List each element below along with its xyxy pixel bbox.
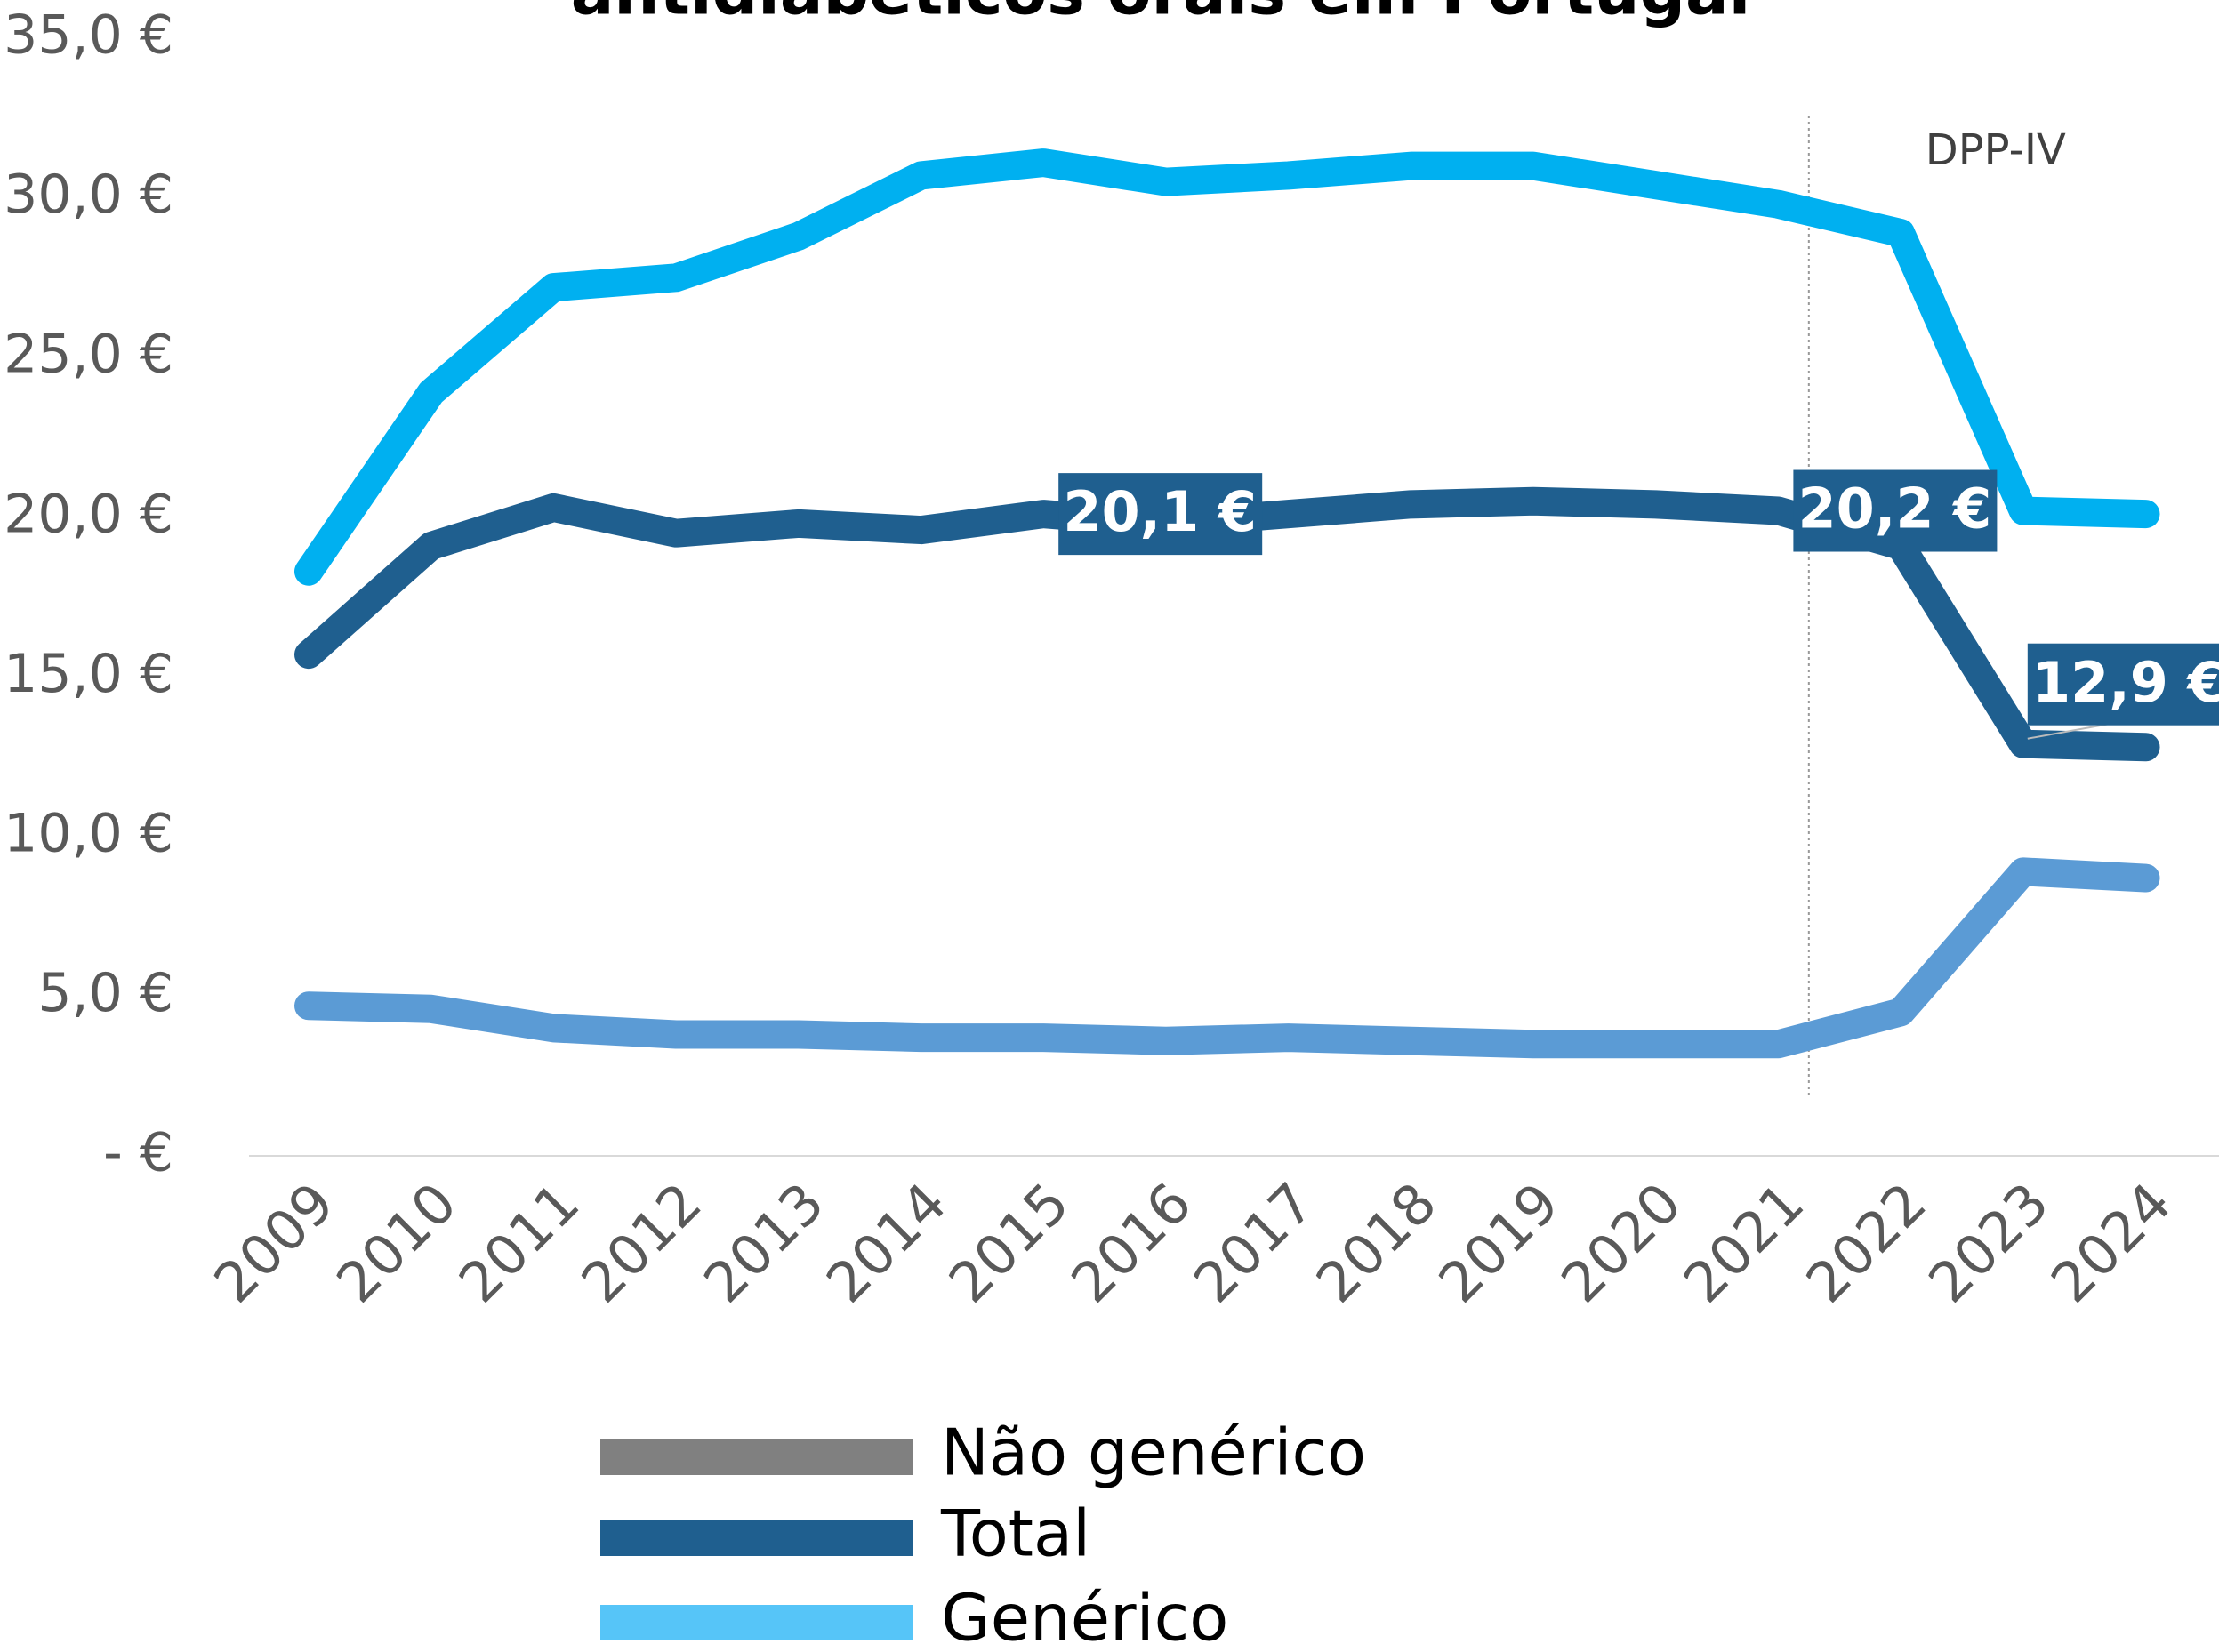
x-tick-label: 2022	[1794, 1170, 1939, 1315]
x-tick-label: 2013	[691, 1170, 836, 1315]
y-tick-label: 15,0 €	[4, 643, 173, 705]
legend-swatch	[600, 1439, 913, 1475]
legend-label: Não genérico	[941, 1415, 1366, 1490]
x-tick-label: 2016	[1058, 1170, 1203, 1315]
x-tick-label: 2018	[1304, 1170, 1449, 1315]
y-tick-label: 30,0 €	[4, 164, 173, 226]
chart-title: antidiabéticos orais em Portugal	[571, 0, 1751, 29]
y-tick-label: 25,0 €	[4, 324, 173, 386]
label-box	[1793, 469, 1998, 552]
y-tick-label: 5,0 €	[37, 962, 173, 1024]
y-tick-label: 10,0 €	[4, 802, 173, 864]
data-label: 20,2 €	[1798, 477, 1992, 541]
data-label: 12,9 €	[2032, 650, 2219, 715]
y-tick-label: 35,0 €	[4, 4, 173, 67]
x-tick-label: 2020	[1548, 1170, 1693, 1315]
y-tick-label: - €	[103, 1122, 173, 1184]
data-label: 20,1 €	[1063, 479, 1257, 544]
x-tick-label: 2011	[446, 1170, 591, 1315]
x-tick-label: 2019	[1426, 1170, 1571, 1315]
legend-label: Genérico	[941, 1581, 1228, 1652]
x-tick-label: 2017	[1181, 1170, 1326, 1315]
x-tick-label: 2021	[1671, 1170, 1816, 1315]
series-line	[294, 857, 2160, 1059]
x-tick-label: 2010	[324, 1170, 469, 1315]
legend-label: Total	[940, 1496, 1090, 1571]
label-box	[2027, 643, 2219, 726]
series-line	[294, 148, 2160, 586]
label-box	[1058, 473, 1263, 556]
y-tick-label: 20,0 €	[4, 483, 173, 545]
x-tick-label: 2009	[201, 1170, 346, 1315]
x-tick-label: 2012	[569, 1170, 714, 1315]
x-tick-label: 2014	[814, 1170, 959, 1315]
x-tick-label: 2024	[2038, 1170, 2183, 1315]
legend-swatch	[600, 1520, 913, 1556]
legend-swatch	[600, 1605, 913, 1640]
x-tick-label: 2015	[937, 1170, 1081, 1315]
x-tick-label: 2023	[1916, 1170, 2061, 1315]
annotation-text: DPP-IV	[1926, 125, 2066, 175]
